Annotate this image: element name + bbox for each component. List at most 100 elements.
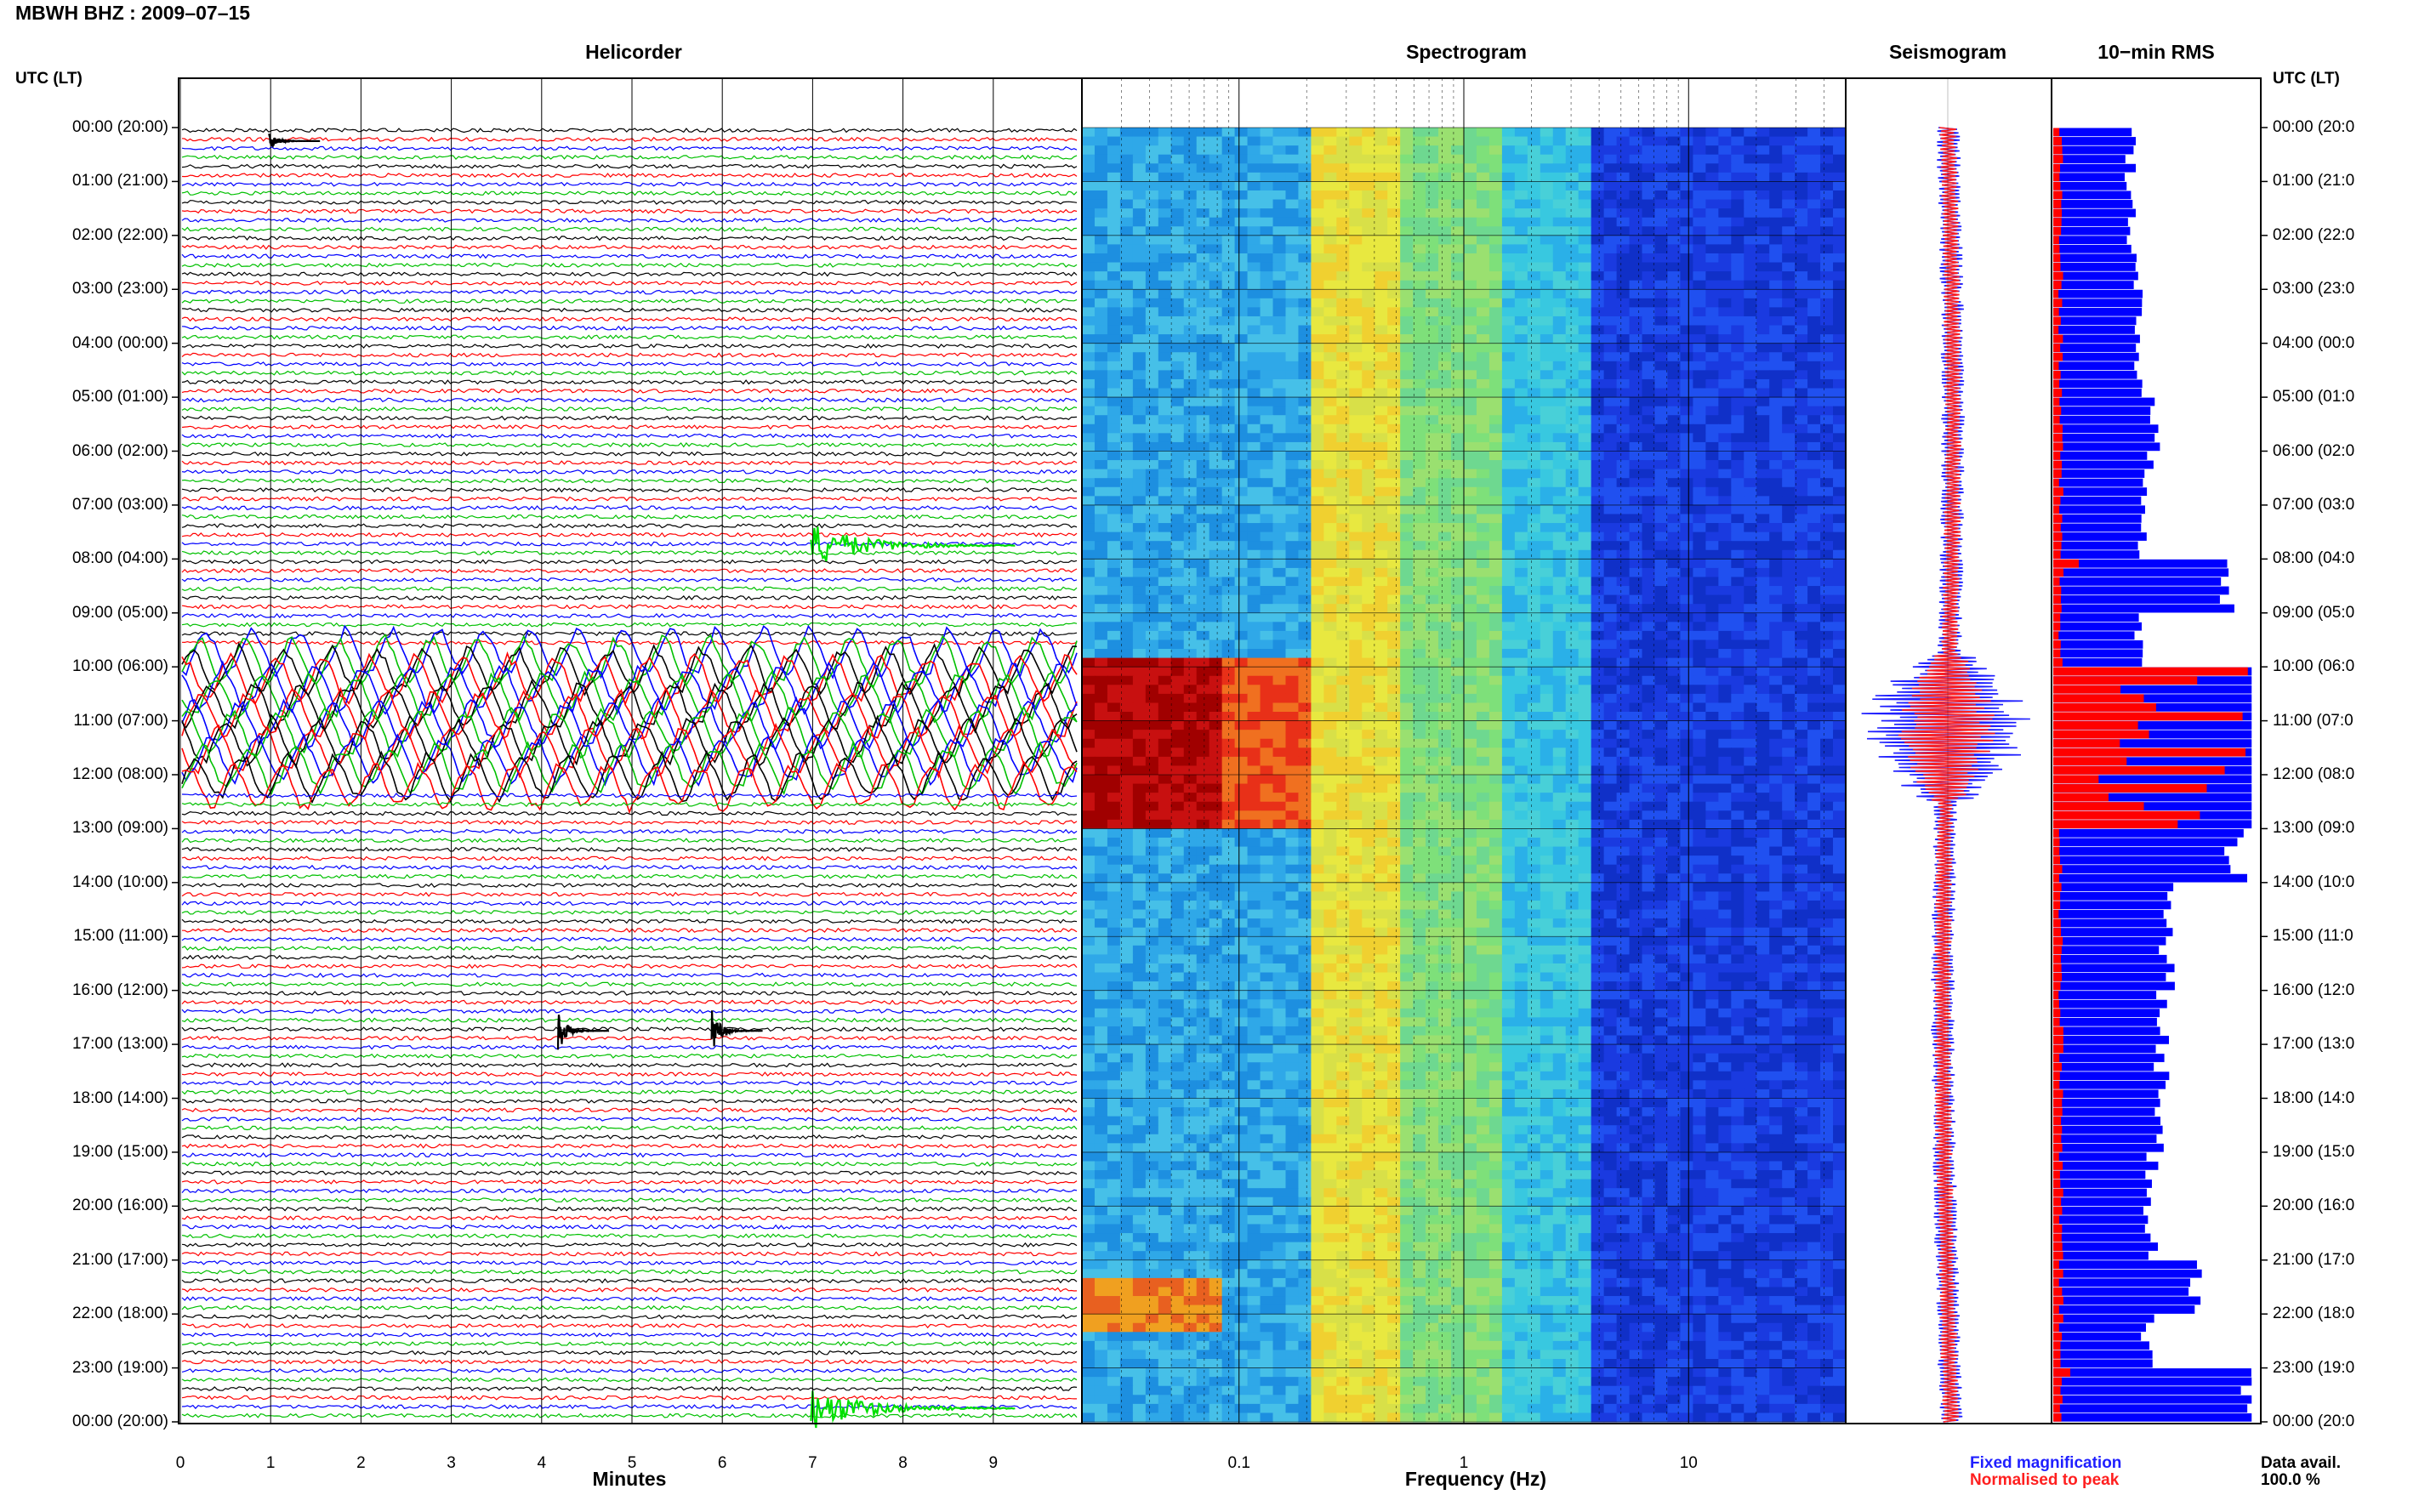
spectrogram-cell: [1705, 828, 1719, 838]
spectrogram-cell: [1451, 577, 1465, 587]
spectrogram-cell: [1769, 586, 1783, 596]
spectrogram-cell: [1578, 289, 1592, 299]
spectrogram-cell: [1464, 675, 1477, 685]
spectrogram-cell: [1426, 226, 1439, 236]
spectrogram-cell: [1629, 226, 1643, 236]
spectrogram-cell: [1795, 667, 1808, 677]
spectrogram-cell: [1094, 154, 1108, 164]
spectrogram-cell: [1603, 128, 1618, 138]
spectrogram-cell: [1158, 675, 1172, 685]
spectrogram-cell: [1349, 128, 1363, 138]
spectrogram-cell: [1718, 423, 1732, 434]
spectrogram-cell: [1082, 594, 1096, 605]
spectrogram-cell: [1756, 199, 1770, 209]
spectrogram-cell: [1336, 154, 1350, 164]
spectrogram-cell: [1413, 145, 1426, 156]
spectrogram-cell: [1119, 307, 1134, 317]
spectrogram-cell: [1082, 199, 1096, 209]
spectrogram-cell: [1158, 397, 1172, 407]
spectrogram-cell: [1298, 604, 1312, 614]
spectrogram-cell: [1744, 128, 1757, 138]
spectrogram-cell: [1514, 730, 1528, 740]
spectrogram-cell: [1578, 765, 1592, 776]
spectrogram-cell: [1731, 531, 1745, 542]
spectrogram-cell: [1769, 145, 1783, 156]
spectrogram-cell: [1234, 541, 1249, 551]
spectrogram-cell: [1183, 693, 1198, 704]
spectrogram-cell: [1311, 612, 1324, 622]
spectrogram-cell: [1464, 783, 1477, 793]
spectrogram-cell: [1158, 747, 1172, 758]
spectrogram-cell: [1183, 622, 1198, 632]
spectrogram-cell: [1820, 567, 1834, 578]
spectrogram-cell: [1209, 541, 1223, 551]
spectrogram-cell: [1807, 244, 1821, 254]
spectrogram-cell: [1362, 460, 1375, 470]
spectrogram-cell: [1336, 567, 1350, 578]
spectrogram-cell: [1488, 271, 1503, 281]
spectrogram-cell: [1183, 145, 1198, 156]
spectrogram-cell: [1234, 559, 1249, 569]
spectrogram-cell: [1744, 253, 1757, 264]
spectrogram-cell: [1349, 415, 1363, 425]
spectrogram-cell: [1362, 531, 1375, 542]
spectrogram-cell: [1514, 531, 1528, 542]
spectrogram-cell: [1833, 657, 1847, 668]
spectrogram-cell: [1400, 253, 1414, 264]
spectrogram-cell: [1705, 289, 1719, 299]
spectrogram-cell: [1769, 549, 1783, 560]
spectrogram-cell: [1565, 855, 1579, 866]
spectrogram-cell: [1426, 801, 1439, 811]
spectrogram-cell: [1375, 334, 1388, 344]
spectrogram-cell: [1820, 793, 1834, 803]
spectrogram-cell: [1375, 577, 1388, 587]
spectrogram-cell: [1132, 720, 1147, 730]
spectrogram-cell: [1769, 352, 1783, 362]
spectrogram-cell: [1336, 208, 1350, 219]
spectrogram-cell: [1260, 657, 1274, 668]
spectrogram-cell: [1438, 423, 1452, 434]
spectrogram-cell: [1514, 594, 1528, 605]
spectrogram-cell: [1082, 693, 1096, 704]
spectrogram-cell: [1349, 567, 1363, 578]
spectrogram-cell: [1756, 208, 1770, 219]
spectrogram-cell: [1107, 271, 1121, 281]
spectrogram-cell: [1323, 586, 1337, 596]
spectrogram-cell: [1514, 738, 1528, 748]
spectrogram-cell: [1298, 549, 1312, 560]
spectrogram-cell: [1438, 406, 1452, 416]
spectrogram-cell: [1527, 298, 1541, 308]
spectrogram-cell: [1247, 163, 1261, 173]
spectrogram-cell: [1565, 298, 1579, 308]
spectrogram-cell: [1234, 397, 1249, 407]
spectrogram-cell: [1438, 730, 1452, 740]
spectrogram-cell: [1680, 325, 1693, 335]
spectrogram-cell: [1145, 370, 1159, 380]
spectrogram-cell: [1400, 154, 1414, 164]
spectrogram-cell: [1451, 793, 1465, 803]
spectrogram-cell: [1426, 810, 1439, 821]
spectrogram-cell: [1132, 793, 1147, 803]
spectrogram-cell: [1438, 828, 1452, 838]
spectrogram-cell: [1488, 343, 1503, 353]
spectrogram-cell: [1540, 801, 1554, 811]
spectrogram-cell: [1540, 810, 1554, 821]
spectrogram-cell: [1616, 685, 1631, 695]
spectrogram-cell: [1680, 163, 1693, 173]
spectrogram-cell: [1501, 693, 1516, 704]
spectrogram-cell: [1616, 765, 1631, 776]
spectrogram-cell: [1616, 280, 1631, 290]
spectrogram-cell: [1820, 289, 1834, 299]
spectrogram-cell: [1413, 514, 1426, 524]
spectrogram-cell: [1603, 864, 1618, 874]
spectrogram-cell: [1336, 199, 1350, 209]
spectrogram-cell: [1298, 154, 1312, 164]
spectrogram-cell: [1349, 478, 1363, 488]
spectrogram-cell: [1387, 604, 1401, 614]
spectrogram-cell: [1082, 154, 1096, 164]
spectrogram-cell: [1094, 181, 1108, 191]
spectrogram-cell: [1795, 128, 1808, 138]
spectrogram-cell: [1642, 765, 1656, 776]
spectrogram-cell: [1476, 846, 1490, 856]
spectrogram-cell: [1756, 451, 1770, 461]
